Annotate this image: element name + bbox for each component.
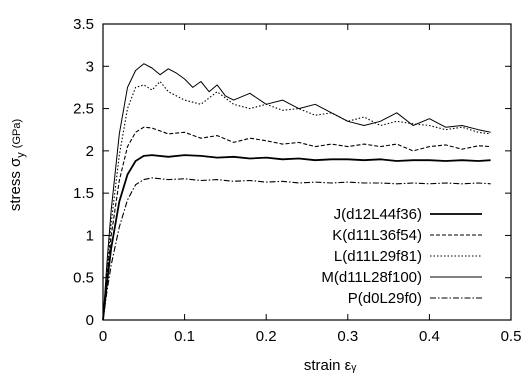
series-line-4 (102, 63, 491, 321)
plot-border (102, 23, 512, 321)
y-tick-label: 3 (86, 58, 94, 75)
y-tick-label: 2.5 (73, 101, 94, 118)
legend-label: M(d11L28f100) (321, 269, 422, 286)
x-tick-label: 0.3 (337, 328, 358, 345)
legend-label: J(d12L44f36) (334, 206, 422, 223)
y-tick-label: 3.5 (73, 16, 94, 33)
y-axis-ticks: 0 0.5 1 1.5 2 2.5 3 3.5 (73, 16, 511, 329)
series-line-2 (102, 126, 491, 321)
x-tick-label: 0.2 (256, 328, 277, 345)
x-tick-label: 0 (99, 328, 107, 345)
y-tick-label: 0 (86, 312, 94, 329)
plot-frame (102, 23, 512, 321)
x-axis-label: strain εᵧ (304, 357, 357, 374)
y-tick-label: 1.5 (73, 185, 94, 202)
y-axis-label: stress σy (GPa) (7, 119, 27, 211)
y-tick-label: 1 (86, 227, 94, 244)
series-lines (102, 63, 491, 321)
x-axis-ticks: 0 0.1 0.2 0.3 0.4 0.5 (99, 24, 521, 345)
series-line-1 (102, 154, 491, 321)
series-line-5 (102, 177, 491, 321)
legend: J(d12L44f36) K(d11L36f54) L(d11L29f81) M(d1… (321, 206, 482, 307)
legend-label: P(d0L29f0) (348, 290, 422, 307)
y-tick-label: 0.5 (73, 270, 94, 287)
y-tick-label: 2 (86, 143, 94, 160)
x-tick-label: 0.1 (174, 328, 195, 345)
legend-label: L(d11L29f81) (334, 248, 422, 265)
y-axis-label-main: stress σ (7, 157, 24, 211)
x-tick-label: 0.5 (501, 328, 521, 345)
legend-label: K(d11L36f54) (332, 227, 422, 244)
series-line-3 (102, 80, 491, 321)
x-tick-label: 0.4 (419, 328, 440, 345)
y-axis-label-unit: (GPa) (11, 119, 23, 148)
y-axis-label-sub: y (15, 152, 27, 158)
